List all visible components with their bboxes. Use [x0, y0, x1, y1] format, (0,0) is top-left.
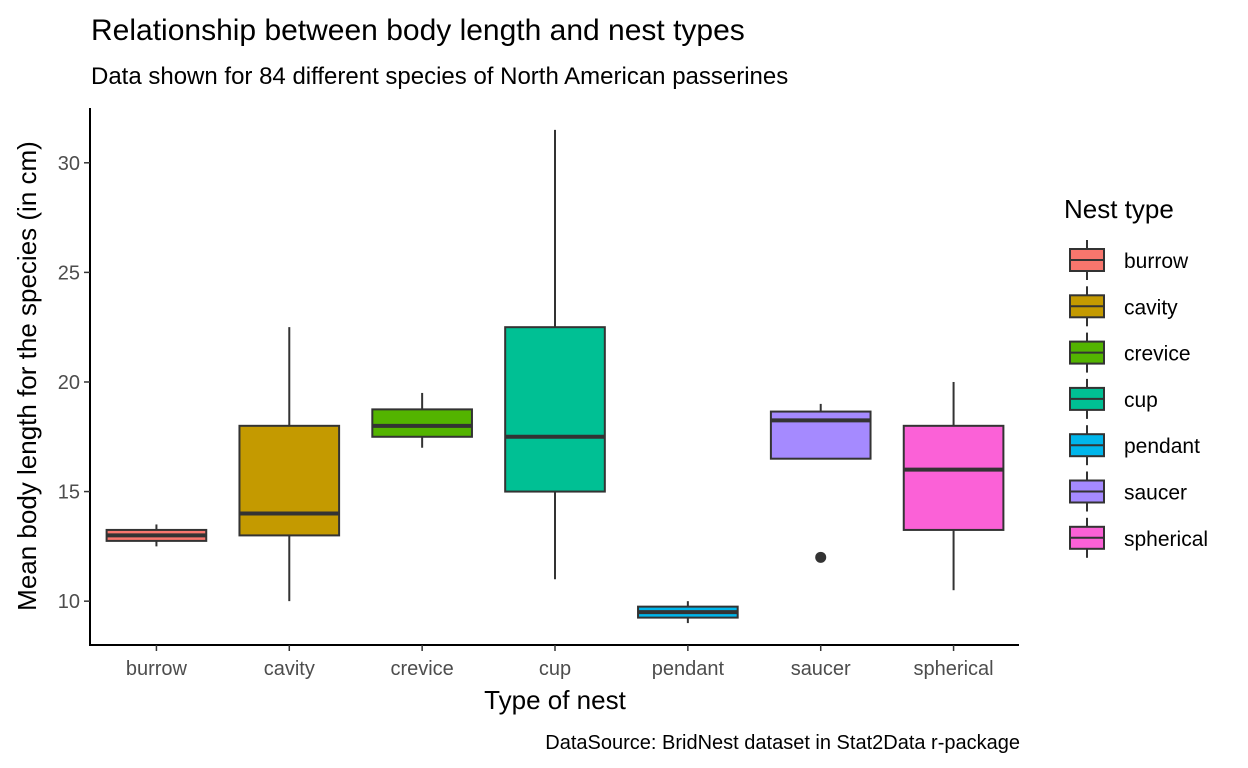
legend-item-cavity: cavity	[1069, 286, 1178, 327]
y-axis-title: Mean body length for the species (in cm)	[12, 141, 42, 611]
chart-caption: DataSource: BridNest dataset in Stat2Dat…	[545, 732, 1020, 754]
chart-title: Relationship between body length and nes…	[91, 14, 745, 47]
x-tick-label-crevice: crevice	[390, 658, 453, 680]
outlier-point	[815, 551, 827, 563]
legend-label: spherical	[1124, 528, 1208, 551]
legend-item-saucer: saucer	[1069, 471, 1187, 512]
box-iqr	[902, 424, 1005, 531]
x-tick-label-pendant: pendant	[652, 658, 725, 680]
y-tick-label: 10	[58, 591, 80, 613]
box-crevice	[371, 392, 473, 448]
box-cup	[504, 129, 606, 580]
x-tick-label-cup: cup	[539, 658, 571, 680]
legend-label: pendant	[1124, 435, 1200, 458]
x-axis-title: Type of nest	[484, 685, 626, 715]
box-pendant	[637, 601, 739, 624]
legend-item-cup: cup	[1069, 378, 1158, 419]
legend-label: cup	[1124, 389, 1158, 412]
x-axis-ticks: burrow cavity crevice cup pendant saucer spher…	[126, 645, 994, 680]
legend-item-pendant: pendant	[1069, 425, 1200, 466]
legend-label: burrow	[1124, 250, 1189, 273]
x-tick-label-saucer: saucer	[791, 658, 851, 680]
x-tick-label-spherical: spherical	[914, 658, 994, 680]
y-tick-label: 15	[58, 482, 80, 504]
box-iqr	[504, 326, 606, 493]
box-burrow	[105, 524, 208, 547]
box-iqr	[238, 424, 341, 537]
legend-item-spherical: spherical	[1069, 517, 1208, 558]
legend-title: Nest type	[1064, 194, 1174, 224]
y-axis-ticks: 10 15 20 25 30	[58, 153, 90, 613]
legend-label: cavity	[1124, 296, 1178, 319]
box-saucer	[769, 403, 872, 563]
legend-label: saucer	[1124, 482, 1187, 505]
legend-item-burrow: burrow	[1069, 240, 1189, 280]
legend-item-crevice: crevice	[1069, 332, 1191, 373]
box-cavity	[238, 327, 341, 602]
chart-subtitle: Data shown for 84 different species of N…	[91, 63, 788, 90]
x-tick-label-burrow: burrow	[126, 658, 188, 680]
y-tick-label: 20	[58, 372, 80, 394]
y-tick-label: 30	[58, 153, 80, 175]
y-tick-label: 25	[58, 262, 80, 284]
plot-area	[105, 129, 1005, 624]
legend: Nest type burrow cavity crevice cup pendant s…	[1064, 194, 1208, 558]
box-iqr	[371, 408, 473, 438]
legend-items: burrow cavity crevice cup pendant saucer spher…	[1069, 240, 1208, 558]
x-tick-label-cavity: cavity	[264, 658, 315, 680]
box-spherical	[902, 381, 1005, 591]
legend-label: crevice	[1124, 343, 1191, 366]
